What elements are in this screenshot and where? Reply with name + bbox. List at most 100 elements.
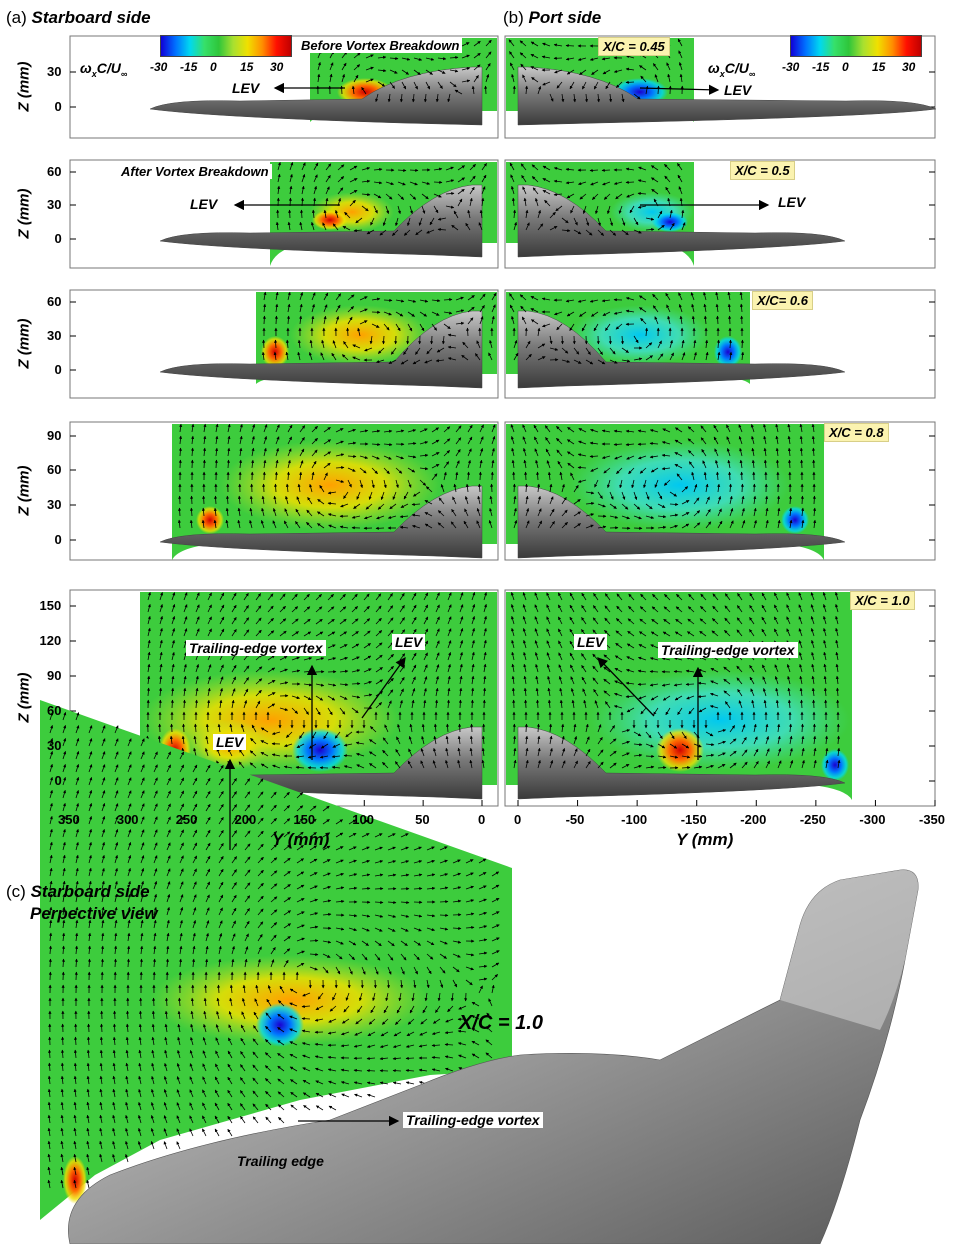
y-tick-label-port-4: -200: [740, 812, 767, 827]
velocity-vector: [565, 299, 575, 303]
velocity-vector: [703, 291, 707, 301]
velocity-vector: [470, 723, 474, 733]
velocity-vector: [549, 225, 558, 231]
velocity-vector: [739, 291, 743, 301]
velocity-vector: [590, 181, 599, 186]
velocity-vector: [541, 297, 551, 301]
velocity-vector: [481, 174, 487, 183]
y-tick-label-starboard-5: 100: [352, 812, 374, 827]
frame-starboard-3: [69, 421, 499, 561]
velocity-vector: [521, 174, 527, 183]
velocity-vector: [479, 293, 486, 301]
perspective-vector: [265, 1116, 272, 1124]
velocity-vector: [449, 81, 457, 88]
velocity-vector: [478, 471, 482, 481]
velocity-vector: [512, 209, 517, 219]
perspective-vector: [367, 1093, 376, 1098]
xc-badge-0: X/C = 0.45: [598, 37, 670, 56]
velocity-vector: [342, 225, 351, 231]
perspective-vector: [366, 1069, 376, 1073]
velocity-vector: [373, 193, 382, 199]
lev-label-s4: LEV: [392, 634, 426, 650]
velocity-vector: [593, 323, 599, 332]
velocity-vector: [537, 327, 541, 337]
velocity-vector: [262, 303, 267, 313]
velocity-vector: [441, 335, 446, 345]
velocity-vector: [443, 311, 453, 315]
perspective-vertical-fin: [780, 869, 919, 1030]
velocity-vector: [443, 298, 453, 302]
velocity-vector: [602, 311, 611, 316]
velocity-vector: [287, 303, 291, 313]
velocity-vector: [343, 754, 353, 758]
velocity-vector: [565, 57, 575, 61]
velocity-vector: [449, 69, 459, 73]
y-tick-label-port-1: -50: [565, 812, 585, 827]
velocity-vector: [618, 205, 623, 214]
velocity-vector: [531, 176, 539, 183]
velocity-vector: [355, 217, 363, 224]
velocity-vector: [512, 483, 516, 493]
velocity-vector: [637, 191, 647, 196]
velocity-vector: [419, 323, 425, 332]
velocity-vector: [298, 315, 303, 325]
velocity-vector: [569, 81, 575, 90]
frame-port-1: [504, 159, 936, 269]
velocity-vector: [349, 178, 358, 183]
velocity-vector: [397, 168, 407, 172]
velocity-vector: [549, 93, 554, 102]
velocity-vector: [289, 173, 293, 183]
velocity-vector: [479, 305, 485, 313]
vortex-region-port-4-0: [590, 670, 850, 770]
velocity-vector: [530, 319, 539, 325]
velocity-vector: [566, 311, 575, 317]
velocity-vector: [389, 81, 396, 89]
perspective-vector: [392, 1081, 402, 1085]
velocity-vector: [262, 315, 266, 325]
velocity-vector: [473, 52, 481, 59]
velocity-vector: [565, 167, 575, 172]
velocity-vector: [202, 495, 206, 505]
velocity-vector: [625, 80, 635, 84]
velocity-vector: [369, 335, 373, 345]
velocity-vector: [602, 181, 611, 186]
velocity-vector: [361, 205, 369, 212]
velocity-vector: [455, 309, 465, 313]
velocity-vector: [425, 69, 433, 75]
velocity-vector: [435, 93, 439, 103]
velocity-vector: [589, 57, 599, 61]
velocity-vector: [541, 55, 551, 59]
velocity-vector: [421, 181, 431, 185]
velocity-vector: [577, 299, 587, 303]
velocity-vector: [537, 209, 542, 219]
velocity-vector: [525, 209, 529, 219]
velocity-vector: [430, 335, 434, 345]
z-axis-title-1: Z (mm): [15, 188, 33, 239]
velocity-vector: [553, 43, 563, 47]
perspective-vector: [309, 939, 319, 943]
colorbar-tick-port-1: -15: [812, 60, 830, 74]
velocity-vector: [639, 65, 647, 71]
velocity-vector: [288, 209, 292, 219]
velocity-vector: [457, 198, 463, 207]
colorbar-tick-port-3: 15: [872, 60, 886, 74]
velocity-vector: [530, 41, 539, 47]
velocity-vector: [389, 69, 398, 74]
velocity-vector: [359, 308, 368, 313]
velocity-vector: [740, 339, 744, 349]
velocity-vector: [332, 223, 339, 231]
panel-c-tag: (c): [6, 882, 26, 901]
velocity-vector: [335, 316, 340, 325]
velocity-vector: [490, 483, 494, 493]
velocity-vector: [481, 197, 485, 207]
velocity-vector: [565, 44, 575, 48]
velocity-vector: [690, 292, 695, 301]
velocity-vector: [289, 185, 293, 195]
velocity-vector: [510, 174, 515, 183]
lev-label-s1: LEV: [190, 196, 218, 212]
velocity-vector: [481, 163, 487, 171]
velocity-vector: [625, 67, 635, 71]
velocity-vector: [357, 327, 361, 337]
velocity-vector: [509, 51, 515, 59]
perspective-vector: [439, 900, 449, 904]
